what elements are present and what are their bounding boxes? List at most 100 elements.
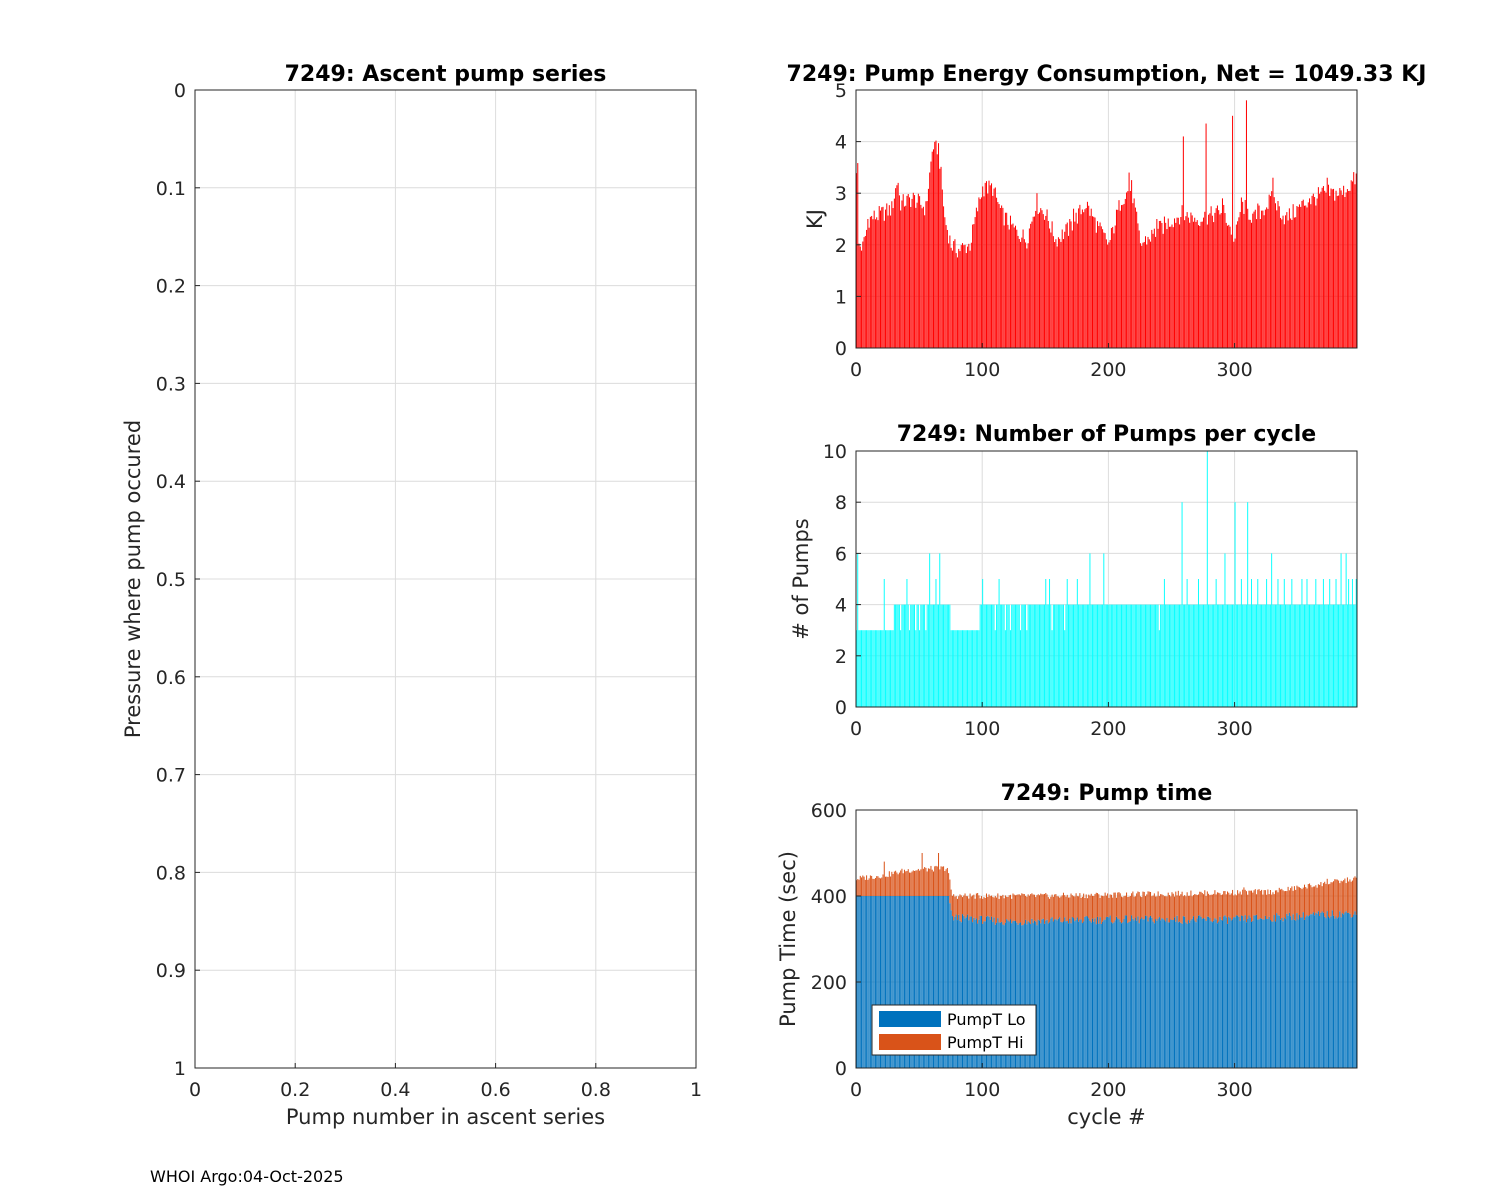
energy-bar bbox=[1047, 220, 1049, 348]
pumptime-hi-bar bbox=[1065, 896, 1067, 922]
energy-bar bbox=[1146, 244, 1148, 348]
energy-bar bbox=[973, 224, 975, 348]
energy-bar bbox=[1288, 208, 1290, 348]
pumps-bar bbox=[881, 630, 883, 707]
pumps-bar bbox=[1224, 553, 1226, 707]
pumptime-lo-bar bbox=[1015, 920, 1017, 1068]
energy-bar bbox=[1007, 224, 1009, 348]
energy-bar bbox=[1189, 222, 1191, 348]
energy-bar bbox=[1215, 208, 1217, 348]
energy-bar bbox=[1020, 241, 1022, 348]
pumptime-lo-bar bbox=[1040, 923, 1042, 1068]
energy-bar bbox=[989, 185, 991, 348]
energy-bar bbox=[1201, 221, 1203, 348]
pumps-bar bbox=[1254, 604, 1256, 707]
pumptime-lo-bar bbox=[958, 914, 960, 1068]
y-tick-label: 3 bbox=[835, 183, 847, 205]
pumptime-lo-bar bbox=[905, 896, 907, 1068]
pumps-bar bbox=[1229, 604, 1231, 707]
energy-bar bbox=[1291, 219, 1293, 348]
pumptime-lo-bar bbox=[1068, 923, 1070, 1068]
pumps-bar bbox=[989, 604, 991, 707]
energy-bar bbox=[1355, 173, 1357, 348]
pumptime-lo-bar bbox=[972, 922, 974, 1068]
pumptime-lo-bar bbox=[1070, 923, 1072, 1068]
energy-bar bbox=[1259, 219, 1261, 348]
pumptime-hi-bar bbox=[1321, 886, 1323, 912]
pumptime-lo-bar bbox=[1017, 924, 1019, 1068]
pumptime-hi-bar bbox=[901, 868, 903, 896]
pumps-bar bbox=[914, 604, 915, 707]
pumptime-lo-bar bbox=[943, 896, 945, 1068]
energy-bar bbox=[1176, 217, 1178, 348]
pumptime-hi-bar bbox=[1148, 891, 1150, 918]
energy-bar bbox=[1084, 209, 1086, 348]
pumptime-hi-bar bbox=[1044, 893, 1046, 924]
pumptime-lo-bar bbox=[1060, 921, 1062, 1068]
pumptime-lo-bar bbox=[1349, 913, 1351, 1068]
pumptime-lo-bar bbox=[1325, 918, 1327, 1068]
pumps-bar bbox=[1052, 604, 1054, 707]
pumptime-lo-bar bbox=[1133, 920, 1135, 1068]
pumps-bar bbox=[1083, 604, 1085, 707]
pumptime-hi-bar bbox=[953, 894, 955, 921]
pumps-bar bbox=[1076, 579, 1078, 707]
energy-bar bbox=[948, 243, 950, 348]
pumptime-hi-bar bbox=[1272, 892, 1274, 922]
energy-bar bbox=[1280, 217, 1282, 348]
pumps-bar bbox=[1334, 604, 1336, 707]
pumptime-lo-bar bbox=[1234, 917, 1236, 1068]
pumps-bar bbox=[1002, 604, 1004, 707]
pumptime-lo-bar bbox=[919, 896, 921, 1068]
energy-bar bbox=[876, 217, 878, 348]
pumps-bar bbox=[1343, 604, 1345, 707]
pumps-bar bbox=[915, 630, 917, 707]
pumps-bar bbox=[1220, 604, 1222, 707]
pumptime-lo-bar bbox=[863, 896, 865, 1068]
pumps-bar bbox=[1355, 579, 1357, 707]
pumps-bar bbox=[1045, 579, 1047, 707]
pumptime-hi-bar bbox=[1285, 891, 1287, 920]
pumptime-lo-bar bbox=[911, 896, 913, 1068]
energy-bar bbox=[1065, 224, 1067, 348]
pumptime-lo-bar bbox=[1209, 917, 1211, 1068]
energy-bar bbox=[1258, 205, 1260, 348]
pumptime-hi-bar bbox=[882, 874, 884, 896]
x-tick-label: 0.2 bbox=[280, 1079, 310, 1101]
ascent-ylabel: Pressure where pump occured bbox=[121, 420, 145, 738]
pumptime-lo-bar bbox=[1002, 924, 1004, 1068]
pumps-bar bbox=[972, 630, 974, 707]
pumps-bar bbox=[1102, 604, 1104, 707]
pumptime-lo-bar bbox=[1214, 918, 1216, 1068]
pumptime-lo-bar bbox=[944, 896, 946, 1068]
pumptime-lo-bar bbox=[1180, 922, 1182, 1068]
energy-bar bbox=[1204, 211, 1206, 348]
pumps-bar bbox=[1038, 604, 1040, 707]
energy-bar bbox=[985, 181, 987, 348]
energy-bar bbox=[993, 188, 995, 348]
pumptime-lo-bar bbox=[1197, 915, 1200, 1068]
pumptime-lo-bar bbox=[1069, 918, 1071, 1068]
energy-bar bbox=[1321, 187, 1323, 348]
pumptime-hi-bar bbox=[1089, 895, 1091, 922]
pumps-bar bbox=[1008, 604, 1010, 707]
pumps-bar bbox=[1322, 579, 1324, 707]
pumptime-hi-bar bbox=[1210, 894, 1212, 922]
pumps-bar bbox=[1162, 604, 1164, 707]
energy-bar bbox=[1052, 236, 1054, 348]
pumptime-hi-bar bbox=[1351, 880, 1353, 918]
pumps-bar bbox=[1144, 604, 1146, 707]
pumptime-lo-bar bbox=[1267, 918, 1269, 1068]
pumptime-hi-bar bbox=[1350, 881, 1352, 918]
pumptime-hi-bar bbox=[914, 870, 916, 896]
energy-bar bbox=[1001, 205, 1003, 348]
pumptime-lo-bar bbox=[1122, 922, 1124, 1068]
energy-bar bbox=[1281, 219, 1283, 348]
pumptime-lo-bar bbox=[866, 896, 868, 1068]
pumps-bar bbox=[978, 630, 980, 707]
pumptime-hi-bar bbox=[926, 871, 928, 896]
pumps-bar bbox=[1022, 604, 1024, 707]
pumptime-hi-bar bbox=[1073, 896, 1075, 919]
pumptime-hi-bar bbox=[940, 866, 942, 896]
